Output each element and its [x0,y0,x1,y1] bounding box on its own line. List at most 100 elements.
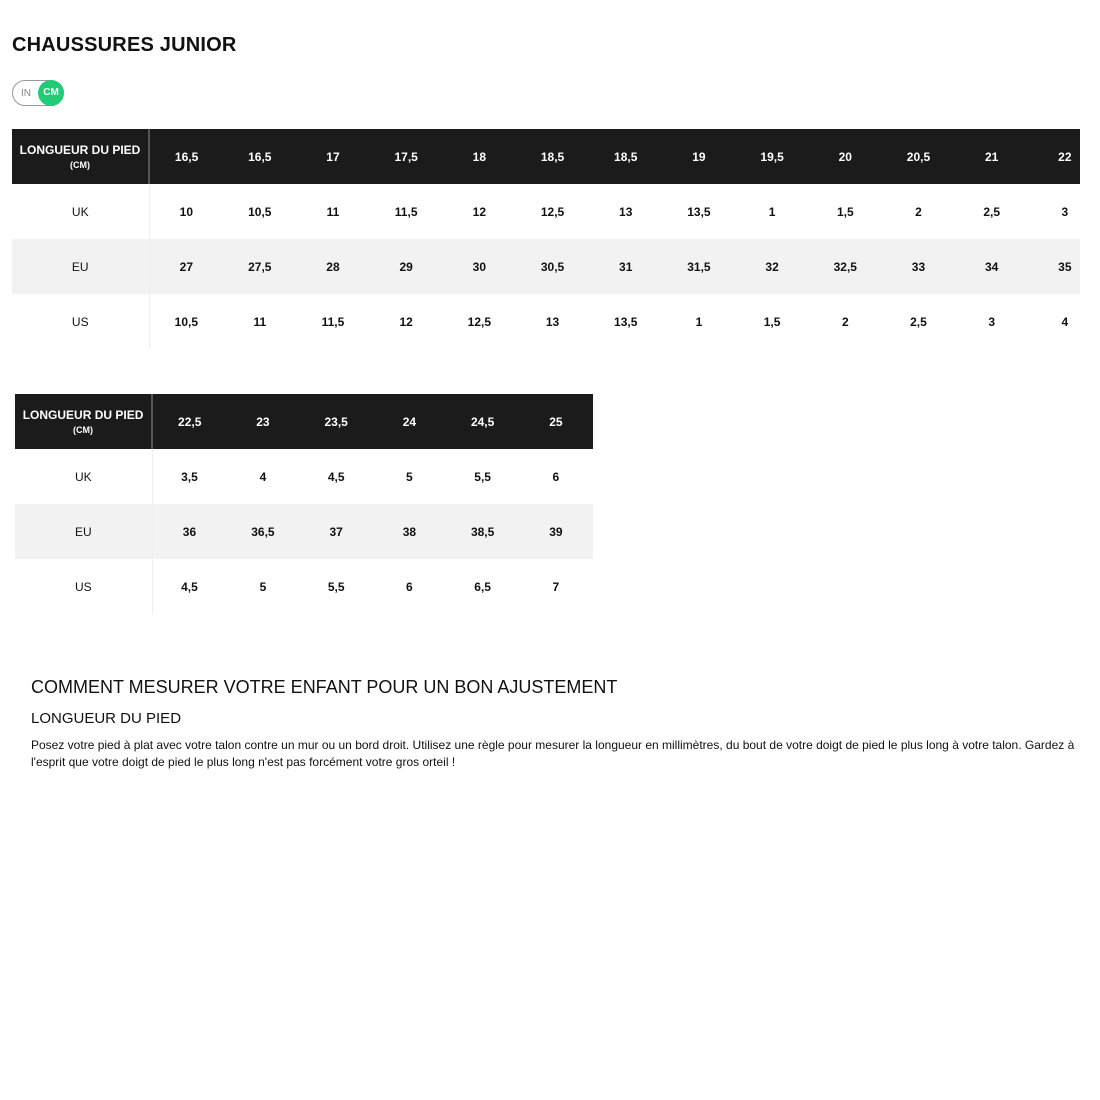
size-cell: 6 [406,579,413,594]
header-row: LONGUEUR DU PIED (CM) 22,5 23 23,5 24 24,5 25 [15,394,593,449]
size-cell: 3 [988,314,995,329]
unit-option-cm[interactable]: CM [38,80,64,106]
cm-header-cell: 18 [442,129,516,184]
size-cell: 13,5 [614,314,638,329]
size-cell: 36,5 [226,504,300,559]
page-title: CHAUSSURES JUNIOR [12,34,237,56]
cm-header-cell: 17,5 [369,129,443,184]
size-cell: 12 [472,204,487,219]
table-row: EU 27 27,5 28 29 30 30,5 31 31,5 32 32,5 33 34 35 [12,239,1080,294]
size-cell: 30 [442,239,516,294]
size-cell: 1,5 [763,314,781,329]
table-row: EU 36 36,5 37 38 38,5 39 [15,504,593,559]
row-label: EU [12,239,150,294]
cm-header-cell: 19 [662,129,736,184]
cm-header-cell: 24 [372,394,447,449]
size-cell: 3 [1061,204,1069,219]
cm-header-cell: 20 [808,129,882,184]
guide-text: Posez votre pied à plat avec votre talon… [31,738,1075,769]
size-cell: 4,5 [327,469,345,484]
row-label: US [15,559,153,614]
size-table-1: LONGUEUR DU PIED (CM) 16,5 16,5 17 17,5 18 18,5… [12,129,1080,349]
unit-toggle[interactable]: IN CM [12,80,64,106]
table-row: US 10,5 11 11,5 12 12,5 13 13,5 1 1,5 2 2,5 3 4 [12,294,1080,349]
size-cell: 4 [259,469,267,484]
size-cell: 35 [1028,239,1080,294]
size-cell: 1,5 [836,204,854,219]
size-cell: 38,5 [446,504,520,559]
size-cell: 6,5 [474,579,491,594]
row-label: EU [15,504,153,559]
cm-header-cell: 16,5 [149,129,224,184]
unit-option-in[interactable]: IN [21,88,31,99]
size-cell: 2,5 [983,204,1000,219]
size-cell: 4,5 [181,579,198,594]
cm-header-cell: 22 [1028,129,1080,184]
header-row: LONGUEUR DU PIED (CM) 16,5 16,5 17 17,5 18 18,5… [12,129,1080,184]
size-cell: 1 [768,204,776,219]
size-cell: 30,5 [515,239,590,294]
size-cell: 13,5 [687,204,711,219]
size-cell: 12 [399,314,413,329]
header-label: LONGUEUR DU PIED [19,143,141,157]
size-cell: 5,5 [327,579,345,594]
size-cell: 13 [545,314,560,329]
size-cell: 11 [326,204,340,219]
size-cell: 31 [589,239,663,294]
cm-header-cell: 25 [519,394,593,449]
size-cell: 1 [695,314,703,329]
size-table-2: LONGUEUR DU PIED (CM) 22,5 23 23,5 24 24,5 25 UK… [15,394,593,614]
size-cell: 10,5 [248,204,272,219]
size-cell: 36 [152,504,227,559]
size-cell: 5 [406,469,413,484]
size-cell: 2 [915,204,922,219]
size-cell: 10 [179,204,194,219]
size-cell: 12,5 [467,314,492,329]
size-cell: 11,5 [394,204,418,219]
size-cell: 6 [552,469,560,484]
cm-header-cell: 19,5 [735,129,809,184]
cm-header-cell: 23 [226,394,300,449]
cm-header-cell: 23,5 [299,394,373,449]
table-row: UK 10 10,5 11 11,5 12 12,5 13 13,5 1 1,5 2 2,5 3 [12,184,1080,239]
size-cell: 37 [299,504,373,559]
size-cell: 39 [519,504,593,559]
size-cell: 7 [552,579,560,594]
cm-header-cell: 18,5 [589,129,663,184]
size-cell: 28 [296,239,370,294]
guide-subheading: LONGUEUR DU PIED [31,710,182,727]
header-label-cell: LONGUEUR DU PIED (CM) [12,129,150,184]
size-cell: 31,5 [662,239,736,294]
size-cell: 10,5 [174,314,199,329]
cm-header-cell: 22,5 [152,394,227,449]
size-cell: 2,5 [910,314,927,329]
size-cell: 2 [841,314,849,329]
cm-header-cell: 20,5 [881,129,956,184]
cm-header-cell: 16,5 [223,129,297,184]
size-cell: 12,5 [540,204,565,219]
cm-header-cell: 17 [296,129,370,184]
row-label: US [12,294,150,349]
size-cell: 29 [369,239,443,294]
size-cell: 4 [1061,314,1069,329]
row-label: UK [12,184,150,239]
header-unit: (CM) [73,425,94,435]
size-cell: 11,5 [321,314,345,329]
size-cell: 27,5 [223,239,297,294]
size-cell: 3,5 [181,469,198,484]
cm-header-cell: 24,5 [446,394,520,449]
row-label: UK [15,449,153,504]
header-unit: (CM) [70,160,90,170]
header-label-cell: LONGUEUR DU PIED (CM) [15,394,154,449]
cm-header-cell: 18,5 [515,129,590,184]
size-cell: 5,5 [474,469,491,484]
size-cell: 32 [735,239,809,294]
size-cell: 33 [881,239,956,294]
size-cell: 11 [253,314,267,329]
size-cell: 34 [955,239,1029,294]
size-cell: 27 [149,239,224,294]
table-row: US 4,5 5 5,5 6 6,5 7 [15,559,593,614]
size-cell: 38 [372,504,447,559]
size-cell: 13 [619,204,633,219]
header-label: LONGUEUR DU PIED [22,408,144,422]
